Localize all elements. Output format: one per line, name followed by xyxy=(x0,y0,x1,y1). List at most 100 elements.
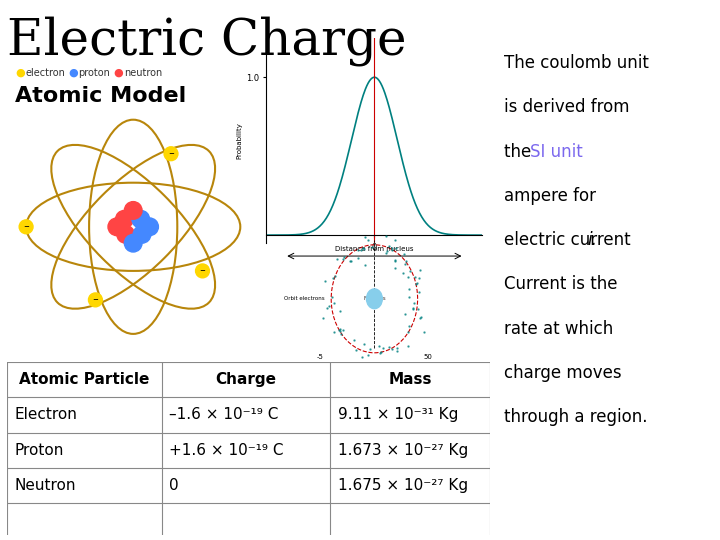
Point xyxy=(374,342,385,350)
Point xyxy=(403,293,415,302)
Point xyxy=(398,249,410,258)
Text: 1.673 × 10⁻²⁷ Kg: 1.673 × 10⁻²⁷ Kg xyxy=(338,443,468,458)
Point xyxy=(415,266,426,274)
Point xyxy=(331,255,343,264)
Point xyxy=(344,256,356,265)
Point xyxy=(359,340,370,348)
Circle shape xyxy=(125,234,142,252)
Point xyxy=(412,278,423,287)
Point xyxy=(402,328,414,336)
Point xyxy=(358,244,369,252)
Point xyxy=(381,248,392,257)
Text: Atomic Particle: Atomic Particle xyxy=(19,372,150,387)
Point xyxy=(345,257,356,266)
Text: Charge: Charge xyxy=(215,372,276,387)
Text: -5: -5 xyxy=(317,354,324,360)
Text: through a region.: through a region. xyxy=(504,408,647,426)
Circle shape xyxy=(125,201,142,219)
Point xyxy=(359,260,371,269)
Text: SI unit: SI unit xyxy=(530,143,582,160)
Text: Electric Charge: Electric Charge xyxy=(7,16,407,66)
Point xyxy=(320,277,331,286)
Point xyxy=(400,257,411,266)
Text: −: − xyxy=(199,268,205,274)
Point xyxy=(334,325,346,334)
Point xyxy=(337,254,348,263)
Point xyxy=(403,285,415,294)
Point xyxy=(338,253,350,261)
Point xyxy=(391,343,402,352)
Circle shape xyxy=(133,226,150,243)
Point xyxy=(318,314,329,322)
Point xyxy=(387,246,398,254)
Text: ●: ● xyxy=(114,68,124,78)
Circle shape xyxy=(108,218,125,235)
Point xyxy=(390,264,401,272)
Point xyxy=(329,272,341,280)
Point xyxy=(399,310,410,319)
Point xyxy=(356,353,367,362)
Text: i.: i. xyxy=(588,231,597,249)
Text: ●: ● xyxy=(68,68,78,78)
Point xyxy=(382,246,393,255)
Point xyxy=(390,235,401,244)
Text: is derived from: is derived from xyxy=(504,98,629,116)
Text: the: the xyxy=(504,143,536,160)
Point xyxy=(363,351,374,360)
Point xyxy=(389,256,400,265)
Point xyxy=(387,360,398,368)
Point xyxy=(400,260,411,268)
Point xyxy=(359,232,370,241)
Point xyxy=(391,347,402,355)
Point xyxy=(364,345,376,354)
Point xyxy=(384,343,395,352)
Text: The coulomb unit: The coulomb unit xyxy=(504,54,649,72)
Text: ●: ● xyxy=(16,68,26,78)
Text: Distance from nucleus: Distance from nucleus xyxy=(335,246,414,252)
Text: rate at which: rate at which xyxy=(504,320,613,338)
Text: Proton: Proton xyxy=(14,443,64,458)
Circle shape xyxy=(132,211,150,228)
Text: 0: 0 xyxy=(168,478,179,493)
Point xyxy=(328,299,340,308)
Point xyxy=(353,246,364,254)
Point xyxy=(415,313,426,322)
Point xyxy=(366,243,378,252)
Point xyxy=(377,344,389,353)
Text: proton: proton xyxy=(78,68,109,78)
Point xyxy=(402,273,414,282)
Text: Current is the: Current is the xyxy=(504,275,618,293)
Point xyxy=(418,328,430,336)
Y-axis label: Probability: Probability xyxy=(237,122,243,159)
Point xyxy=(402,341,414,350)
Point xyxy=(403,322,415,330)
Text: 1.675 × 10⁻²⁷ Kg: 1.675 × 10⁻²⁷ Kg xyxy=(338,478,468,493)
Text: charge moves: charge moves xyxy=(504,364,621,382)
Point xyxy=(328,327,340,336)
Point xyxy=(334,306,346,315)
Text: Mass: Mass xyxy=(388,372,432,387)
Text: +1.6 × 10⁻¹⁹ C: +1.6 × 10⁻¹⁹ C xyxy=(168,443,283,458)
Text: Electron: Electron xyxy=(14,408,77,422)
Circle shape xyxy=(196,264,210,278)
Text: −: − xyxy=(23,224,29,230)
Point xyxy=(415,314,426,322)
Circle shape xyxy=(115,211,133,228)
Point xyxy=(413,305,424,314)
Point xyxy=(355,246,366,255)
Point xyxy=(407,305,418,314)
Point xyxy=(337,326,348,335)
Text: 9.11 × 10⁻³¹ Kg: 9.11 × 10⁻³¹ Kg xyxy=(338,408,458,422)
Text: Ni cleus: Ni cleus xyxy=(364,296,385,301)
Point xyxy=(409,273,420,281)
Point xyxy=(413,287,425,296)
Point xyxy=(352,253,364,262)
Text: electron: electron xyxy=(25,68,65,78)
Point xyxy=(386,244,397,253)
Text: –1.6 × 10⁻¹⁹ C: –1.6 × 10⁻¹⁹ C xyxy=(168,408,278,422)
Circle shape xyxy=(19,220,33,234)
Circle shape xyxy=(117,226,135,243)
Point xyxy=(405,267,416,275)
Point xyxy=(391,244,402,253)
Point xyxy=(334,326,346,335)
